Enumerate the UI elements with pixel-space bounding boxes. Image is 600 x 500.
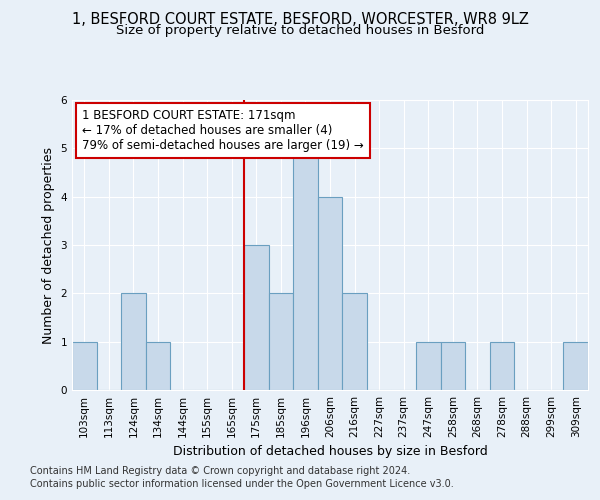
Bar bbox=[146, 342, 170, 390]
X-axis label: Distribution of detached houses by size in Besford: Distribution of detached houses by size … bbox=[173, 446, 487, 458]
Bar bbox=[318, 196, 342, 390]
Text: Contains HM Land Registry data © Crown copyright and database right 2024.: Contains HM Land Registry data © Crown c… bbox=[30, 466, 410, 476]
Text: Size of property relative to detached houses in Besford: Size of property relative to detached ho… bbox=[116, 24, 484, 37]
Bar bbox=[416, 342, 440, 390]
Text: 1, BESFORD COURT ESTATE, BESFORD, WORCESTER, WR8 9LZ: 1, BESFORD COURT ESTATE, BESFORD, WORCES… bbox=[71, 12, 529, 28]
Text: 1 BESFORD COURT ESTATE: 171sqm
← 17% of detached houses are smaller (4)
79% of s: 1 BESFORD COURT ESTATE: 171sqm ← 17% of … bbox=[82, 108, 364, 152]
Bar bbox=[72, 342, 97, 390]
Bar bbox=[440, 342, 465, 390]
Text: Contains public sector information licensed under the Open Government Licence v3: Contains public sector information licen… bbox=[30, 479, 454, 489]
Bar bbox=[563, 342, 588, 390]
Bar bbox=[293, 148, 318, 390]
Bar bbox=[121, 294, 146, 390]
Bar bbox=[342, 294, 367, 390]
Bar bbox=[269, 294, 293, 390]
Y-axis label: Number of detached properties: Number of detached properties bbox=[42, 146, 55, 344]
Bar bbox=[244, 245, 269, 390]
Bar bbox=[490, 342, 514, 390]
